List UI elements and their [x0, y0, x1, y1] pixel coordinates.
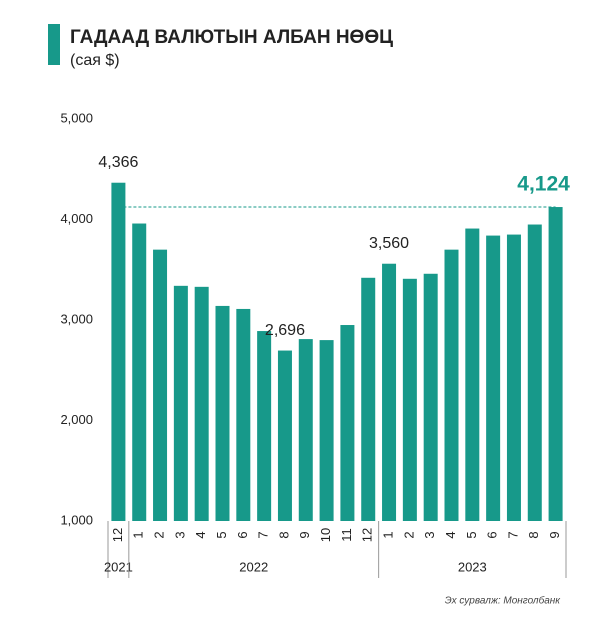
bar	[548, 207, 563, 521]
bar	[298, 339, 313, 521]
bar	[527, 224, 542, 521]
x-tick-label: 5	[214, 531, 229, 538]
chart-title: ГАДААД ВАЛЮТЫН АЛБАН НӨӨЦ	[70, 27, 393, 48]
x-tick-label: 6	[235, 531, 250, 538]
bar	[236, 308, 251, 521]
x-tick-label: 10	[318, 528, 333, 542]
source-note: Эх сурвалж: Монголбанк	[445, 595, 562, 607]
title-marker	[48, 24, 60, 65]
x-tick-label: 12	[360, 528, 375, 542]
x-tick-label: 7	[256, 531, 271, 538]
bar	[111, 182, 126, 522]
value-label: 3,560	[369, 235, 409, 252]
bar	[153, 249, 168, 521]
x-group-label: 2023	[458, 559, 487, 574]
bar	[382, 263, 397, 521]
y-tick-label: 5,000	[60, 110, 93, 125]
x-tick-label: 9	[297, 531, 312, 538]
bar	[173, 285, 188, 521]
x-group-label: 2022	[239, 559, 268, 574]
bar	[486, 235, 501, 521]
bar	[319, 340, 334, 521]
x-tick-label: 9	[547, 531, 562, 538]
y-tick-label: 4,000	[60, 211, 93, 226]
bar	[465, 228, 480, 522]
bar	[506, 234, 521, 521]
x-tick-label: 3	[172, 531, 187, 538]
value-label: 2,696	[265, 322, 305, 339]
value-label: 4,124	[517, 173, 570, 196]
x-tick-label: 2	[151, 531, 166, 538]
bar	[402, 278, 417, 521]
bar	[215, 305, 230, 521]
x-tick-label: 8	[526, 531, 541, 538]
x-tick-label: 6	[485, 531, 500, 538]
bar	[257, 331, 272, 521]
x-tick-label: 7	[505, 531, 520, 538]
chart-subtitle: (сая $)	[70, 52, 120, 69]
y-tick-label: 2,000	[60, 412, 93, 427]
y-tick-label: 3,000	[60, 311, 93, 326]
x-tick-label: 11	[339, 528, 354, 542]
x-tick-label: 5	[464, 531, 479, 538]
bar	[277, 350, 292, 521]
x-tick-label: 4	[443, 531, 458, 538]
bar	[361, 277, 376, 521]
x-tick-label: 1	[380, 531, 395, 538]
x-tick-label: 12	[110, 528, 125, 542]
bar	[340, 325, 355, 521]
value-label: 4,366	[98, 154, 138, 171]
y-tick-label: 1,000	[60, 512, 93, 527]
x-group-label: 2021	[104, 559, 133, 574]
bar	[132, 223, 147, 521]
x-tick-label: 4	[193, 531, 208, 538]
bar	[444, 249, 459, 521]
x-tick-label: 1	[131, 531, 146, 538]
x-tick-label: 3	[422, 531, 437, 538]
x-tick-label: 2	[401, 531, 416, 538]
bar	[194, 286, 209, 521]
bar	[423, 273, 438, 521]
x-tick-label: 8	[276, 531, 291, 538]
